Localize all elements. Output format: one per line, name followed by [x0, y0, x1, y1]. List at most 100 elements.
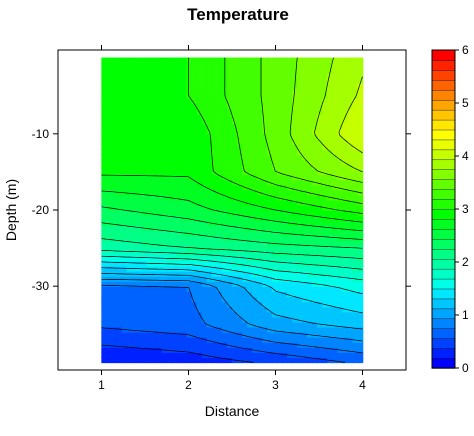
- contour-cell: [307, 220, 314, 226]
- contour-cell: [146, 240, 153, 247]
- contour-cell: [342, 255, 349, 262]
- contour-cell: [231, 321, 238, 328]
- contour-cell: [277, 93, 283, 99]
- contour-cell: [231, 240, 238, 247]
- contour-cell: [161, 199, 168, 206]
- contour-cell: [312, 265, 319, 272]
- contour-cell: [297, 255, 304, 262]
- contour-cell: [211, 311, 218, 318]
- contour-cell: [111, 113, 118, 120]
- contour-cell: [131, 296, 138, 303]
- contour-cell: [251, 103, 258, 110]
- contour-cell: [317, 275, 324, 282]
- contour-cell: [292, 113, 299, 120]
- contour-cell: [342, 336, 349, 343]
- contour-cell: [277, 286, 283, 293]
- contour-cell: [191, 225, 198, 232]
- contour-cell: [176, 103, 183, 110]
- contour-cell: [126, 118, 133, 125]
- contour-cell: [206, 296, 213, 303]
- contour-cell: [216, 113, 223, 120]
- contour-cell: [302, 118, 309, 125]
- contour-cell: [226, 250, 233, 257]
- contour-cell: [347, 159, 354, 166]
- contour-cell: [282, 77, 288, 84]
- contour-cell: [226, 123, 233, 130]
- contour-cell: [146, 280, 153, 287]
- contour-cell: [292, 240, 299, 247]
- contour-cell: [196, 291, 203, 298]
- contour-cell: [206, 174, 213, 181]
- contour-cell: [287, 98, 293, 105]
- contour-cell: [256, 220, 263, 226]
- contour-cell: [327, 123, 334, 130]
- contour-cell: [337, 311, 344, 318]
- contour-cell: [221, 199, 228, 206]
- contour-cell: [196, 148, 203, 155]
- contour-cell: [171, 72, 178, 79]
- contour-cell: [287, 179, 293, 186]
- contour-cell: [116, 153, 123, 160]
- contour-cell: [307, 133, 314, 140]
- contour-cell: [211, 296, 218, 303]
- contour-cell: [226, 179, 233, 186]
- contour-cell: [266, 103, 273, 110]
- contour-cell: [136, 123, 143, 130]
- contour-cell: [287, 189, 293, 196]
- contour-cell: [196, 326, 203, 333]
- contour-cell: [166, 62, 173, 69]
- contour-cell: [176, 98, 183, 105]
- contour-cell: [256, 275, 263, 282]
- contour-cell: [136, 93, 143, 99]
- contour-cell: [206, 199, 213, 206]
- contour-cell: [307, 194, 314, 201]
- contour-cell: [297, 113, 304, 120]
- contour-cell: [302, 311, 309, 318]
- contour-cell: [261, 311, 268, 318]
- contour-cell: [156, 138, 163, 145]
- contour-cell: [206, 301, 213, 308]
- contour-line: [101, 278, 363, 342]
- contour-cell: [101, 352, 108, 359]
- contour-cell: [196, 301, 203, 308]
- contour-cell: [236, 204, 243, 211]
- contour-cell: [171, 179, 178, 186]
- contour-cell: [121, 93, 128, 99]
- contour-cell: [176, 306, 183, 313]
- contour-cell: [131, 67, 138, 74]
- contour-cell: [251, 220, 258, 226]
- contour-cell: [206, 209, 213, 216]
- contour-cell: [146, 159, 153, 166]
- contour-cell: [297, 159, 304, 166]
- contour-cell: [101, 133, 108, 140]
- contour-cell: [126, 214, 133, 221]
- contour-cell: [171, 270, 178, 277]
- contour-cell: [297, 291, 304, 298]
- contour-cell: [357, 62, 364, 69]
- contour-cell: [116, 77, 123, 84]
- contour-cell: [176, 72, 183, 79]
- contour-cell: [131, 352, 138, 359]
- contour-cell: [271, 98, 278, 105]
- contour-cell: [297, 169, 304, 176]
- contour-cell: [131, 214, 138, 221]
- contour-cell: [277, 220, 283, 226]
- contour-cell: [196, 164, 203, 171]
- contour-cell: [337, 93, 344, 99]
- contour-cell: [221, 275, 228, 282]
- contour-cell: [236, 108, 243, 115]
- contour-cell: [251, 77, 258, 84]
- contour-cell: [231, 98, 238, 105]
- contour-cell: [287, 346, 293, 353]
- contour-cell: [171, 123, 178, 130]
- contour-cell: [357, 357, 364, 364]
- contour-cell: [106, 77, 113, 84]
- contour-cell: [211, 72, 218, 79]
- contour-cell: [352, 357, 359, 364]
- contour-cell: [282, 113, 288, 120]
- contour-cell: [261, 174, 268, 181]
- contour-cell: [327, 87, 334, 94]
- contour-cell: [156, 306, 163, 313]
- contour-cell: [146, 138, 153, 145]
- contour-cell: [176, 174, 183, 181]
